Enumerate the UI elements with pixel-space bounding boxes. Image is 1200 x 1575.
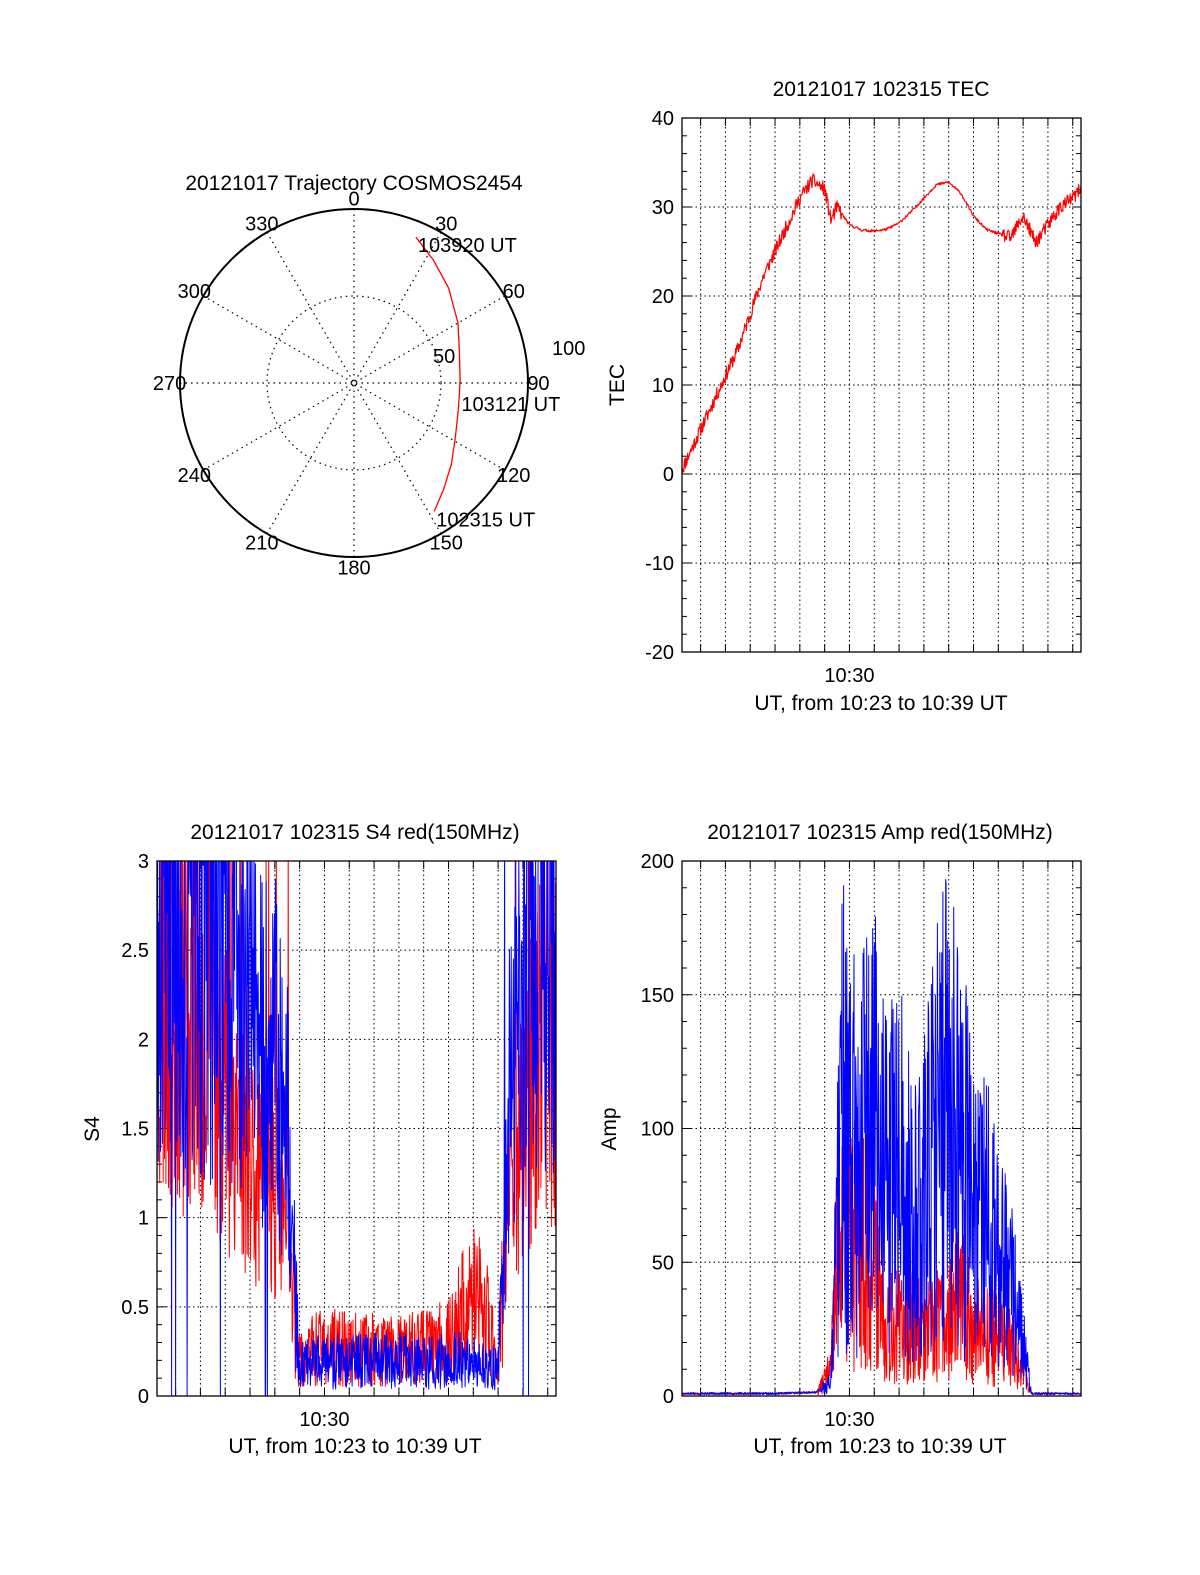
y-tick-label: -10	[645, 553, 674, 575]
y-tick-label: 0	[138, 1386, 149, 1408]
y-tick-label: 40	[652, 108, 674, 130]
y-tick-label: 50	[652, 1252, 674, 1274]
data-series-line-blue	[157, 861, 556, 1396]
y-tick-label: 200	[641, 851, 674, 873]
series-group	[157, 861, 556, 1396]
tec-x-axis-label: UT, from 10:23 to 10:39 UT	[754, 692, 1007, 715]
s4-x-axis-label: UT, from 10:23 to 10:39 UT	[228, 1435, 481, 1458]
y-tick-label: 150	[641, 985, 674, 1007]
x-tick-label: 10:30	[824, 665, 874, 687]
polar-azimuth-label: 120	[497, 465, 530, 487]
amp-panel: 20121017 102315 Amp red(150MHz) 0 50 100 15…	[598, 821, 1082, 1458]
series-group	[682, 173, 1081, 474]
polar-azimuth-label: 30	[435, 213, 457, 235]
polar-trajectory-panel: 20121017 Trajectory COSMOS2454 0 30 60 90 12…	[153, 172, 586, 579]
polar-trajectory-line	[415, 236, 461, 512]
tec-panel: 20121017 102315 TEC -20 -10 0 10 20 30 40 10:30…	[606, 78, 1082, 715]
tec-title: 20121017 102315 TEC	[773, 78, 990, 101]
polar-time-annotation: 103121 UT	[461, 394, 560, 416]
polar-radial-label: 50	[433, 346, 455, 368]
amp-plot-area: 0 50 100 150 200 10:30	[641, 851, 1082, 1431]
y-tick-label: 2	[138, 1029, 149, 1051]
s4-y-axis-label: S4	[81, 1116, 104, 1142]
polar-azimuth-label: 270	[153, 373, 186, 395]
data-series-line-red	[682, 173, 1081, 474]
y-tick-label: 100	[641, 1119, 674, 1141]
y-tick-label: -20	[645, 642, 674, 664]
y-tick-label: 20	[652, 286, 674, 308]
polar-time-annotation: 102315 UT	[436, 509, 535, 531]
series-group	[682, 879, 1081, 1396]
y-tick-label: 0	[663, 464, 674, 486]
polar-azimuth-label: 240	[178, 465, 211, 487]
polar-azimuth-label: 180	[337, 557, 370, 579]
tec-plot-area: -20 -10 0 10 20 30 40 10:30	[645, 108, 1082, 687]
polar-azimuth-label: 0	[348, 189, 359, 211]
polar-azimuth-label: 150	[430, 533, 463, 555]
y-tick-label: 0.5	[121, 1297, 149, 1319]
polar-grid	[179, 208, 529, 558]
y-tick-label: 2.5	[121, 940, 149, 962]
y-tick-label: 1.5	[121, 1119, 149, 1141]
y-tick-label: 3	[138, 851, 149, 873]
plot-frame	[681, 117, 1082, 653]
polar-azimuth-label: 300	[178, 281, 211, 303]
polar-annotations: 103920 UT 103121 UT 102315 UT	[418, 235, 560, 531]
y-tick-label: 30	[652, 197, 674, 219]
amp-x-axis-label: UT, from 10:23 to 10:39 UT	[753, 1435, 1006, 1458]
tec-y-axis-label: TEC	[606, 364, 629, 406]
polar-series	[415, 236, 461, 512]
data-series-line-blue	[682, 879, 1081, 1396]
polar-azimuth-label: 90	[527, 373, 549, 395]
amp-title: 20121017 102315 Amp red(150MHz)	[707, 821, 1053, 844]
s4-plot-area: 0 0.5 1 1.5 2 2.5 3 10:30	[121, 851, 557, 1431]
polar-inner-circle	[266, 295, 442, 471]
polar-radial-label: 100	[552, 338, 585, 360]
x-tick-label: 10:30	[299, 1409, 349, 1431]
amp-y-axis-label: Amp	[598, 1107, 621, 1150]
plot-frame	[681, 860, 1082, 1397]
y-tick-label: 1	[138, 1208, 149, 1230]
y-tick-label: 0	[663, 1386, 674, 1408]
polar-azimuth-label: 330	[245, 213, 278, 235]
polar-time-annotation: 103920 UT	[418, 235, 517, 257]
polar-azimuth-label: 210	[245, 533, 278, 555]
s4-panel: 20121017 102315 S4 red(150MHz) 0 0.5 1 1.5 2…	[81, 821, 557, 1458]
s4-title: 20121017 102315 S4 red(150MHz)	[190, 821, 519, 844]
polar-labels: 0 30 60 90 120 150 180 210 240 270 300 330 50 100	[153, 189, 586, 580]
y-tick-label: 10	[652, 375, 674, 397]
plot-frame	[156, 860, 557, 1397]
x-tick-label: 10:30	[824, 1409, 874, 1431]
polar-azimuth-label: 60	[503, 281, 525, 303]
polar-title: 20121017 Trajectory COSMOS2454	[185, 172, 523, 195]
